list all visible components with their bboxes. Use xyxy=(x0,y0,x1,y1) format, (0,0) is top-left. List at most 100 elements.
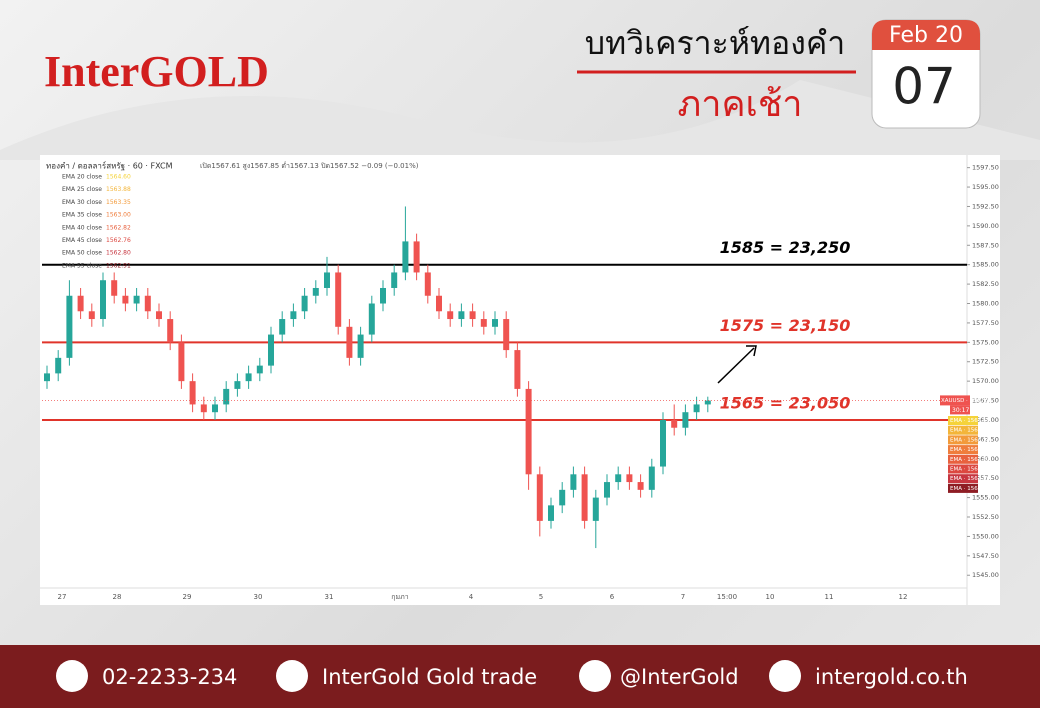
ema-badge xyxy=(948,435,978,445)
candle-body xyxy=(88,311,95,320)
candle-body xyxy=(178,342,185,382)
y-tick-label: 1555.00 xyxy=(972,494,999,502)
arrow xyxy=(717,347,755,384)
y-tick-label: 1562.50 xyxy=(972,435,999,443)
footer-band xyxy=(0,645,1040,708)
footer-website: intergold.co.th xyxy=(815,665,968,689)
phone-icon xyxy=(56,660,88,692)
ema-badge-label: EMA · 1563.88 xyxy=(950,428,990,434)
date-month: Feb 20 xyxy=(889,23,963,48)
level-label: 1565 = 23,050 xyxy=(720,393,851,412)
x-tick-label: 27 xyxy=(58,593,67,601)
candle-body xyxy=(144,295,151,312)
candle-body xyxy=(480,319,487,327)
y-tick-label: 1590.00 xyxy=(972,222,999,230)
ema-legend-value: 1562.91 xyxy=(106,262,131,269)
candle-body xyxy=(492,319,498,327)
date-day: 07 xyxy=(892,58,956,116)
candle-body xyxy=(637,482,644,490)
candle-body xyxy=(671,419,678,428)
y-tick-label: 1592.50 xyxy=(972,202,999,210)
x-tick-label: 11 xyxy=(825,593,834,601)
countdown: 30:17 xyxy=(952,407,969,414)
ema-legend-value: 1562.80 xyxy=(106,250,131,257)
y-tick-label: 1545.00 xyxy=(972,571,999,579)
candle-body xyxy=(548,505,554,521)
ema-badge-label: EMA · 1564.60 xyxy=(950,418,990,424)
candle-body xyxy=(660,419,666,467)
candle-body xyxy=(458,311,465,320)
footer-facebook: InterGold Gold trade xyxy=(322,665,537,689)
candle-body xyxy=(335,272,342,327)
ema-badge xyxy=(948,464,978,474)
candle-body xyxy=(357,334,364,358)
candle-body xyxy=(44,373,50,382)
date-badge-top xyxy=(872,20,980,50)
candle-body xyxy=(604,482,610,498)
ema-legend-name: EMA 20 close xyxy=(62,174,102,181)
y-tick-label: 1547.50 xyxy=(972,552,999,560)
subtitle: ภาคเช้า xyxy=(678,84,803,125)
ema-badge xyxy=(948,416,978,425)
candle-body xyxy=(514,350,521,389)
x-tick-label: 30 xyxy=(254,593,263,601)
level-label: 1585 = 23,250 xyxy=(720,238,851,257)
x-tick-label: 4 xyxy=(469,593,474,601)
x-tick-label: กุมภา xyxy=(391,593,408,601)
web-icon xyxy=(769,660,801,692)
candle-body xyxy=(212,404,218,413)
ema-badge xyxy=(948,483,978,493)
x-tick-label: 6 xyxy=(610,593,615,601)
candle-body xyxy=(100,280,106,320)
ema-badge xyxy=(948,445,978,455)
ema-legend-value: 1562.82 xyxy=(106,224,131,231)
candle-body xyxy=(55,357,62,374)
candle-body xyxy=(693,404,700,413)
candle-body xyxy=(346,326,353,358)
y-tick-label: 1565.00 xyxy=(972,416,999,424)
ema-badge-label: EMA · 1562.80 xyxy=(950,476,990,482)
y-tick-label: 1587.50 xyxy=(972,241,999,249)
ema-badge-label: EMA · 1562.91 xyxy=(950,486,990,492)
candle-body xyxy=(469,311,476,320)
candle-body xyxy=(122,295,129,304)
ema-legend-value: 1562.76 xyxy=(106,237,131,244)
last-price-label: XAUUSD · 1567.52 xyxy=(941,398,992,404)
candle-body xyxy=(648,466,655,490)
candle-body xyxy=(268,334,274,366)
candle-body xyxy=(525,388,532,475)
candle-body xyxy=(200,404,207,413)
last-price-badge xyxy=(940,395,970,406)
y-tick-label: 1557.50 xyxy=(972,474,999,482)
ema-legend-name: EMA 35 close xyxy=(62,212,102,219)
candle-body xyxy=(402,241,409,273)
x-tick-label: 12 xyxy=(899,593,908,601)
y-tick-label: 1597.50 xyxy=(972,164,999,172)
candle-body xyxy=(704,400,711,405)
candle-body xyxy=(189,381,196,405)
candle-body xyxy=(536,474,543,521)
candle-body xyxy=(301,295,308,312)
candle-body xyxy=(592,497,599,521)
candle-body xyxy=(77,295,84,312)
candle-body xyxy=(380,287,386,304)
candle-body xyxy=(503,319,510,351)
y-tick-label: 1560.00 xyxy=(972,455,999,463)
y-tick-label: 1572.50 xyxy=(972,358,999,366)
ema-badge xyxy=(948,454,978,464)
y-tick-label: 1550.00 xyxy=(972,532,999,540)
y-tick-label: 1567.50 xyxy=(972,397,999,405)
y-tick-label: 1570.00 xyxy=(972,377,999,385)
ema-legend-value: 1564.60 xyxy=(106,174,131,181)
ohlc-text: เปิด1567.61 สูง1567.85 ต่ำ1567.13 ปิด156… xyxy=(200,161,419,170)
ema-badge xyxy=(948,425,978,435)
ema-legend-name: EMA 30 close xyxy=(62,199,102,206)
map-shape xyxy=(0,80,1040,160)
ema-legend-value: 1563.35 xyxy=(106,199,131,206)
ema-legend-value: 1563.00 xyxy=(106,212,131,219)
candle-body xyxy=(312,287,319,296)
candle-body xyxy=(111,280,118,296)
y-tick-label: 1552.50 xyxy=(972,513,999,521)
y-tick-label: 1582.50 xyxy=(972,280,999,288)
candle-body xyxy=(279,319,286,335)
